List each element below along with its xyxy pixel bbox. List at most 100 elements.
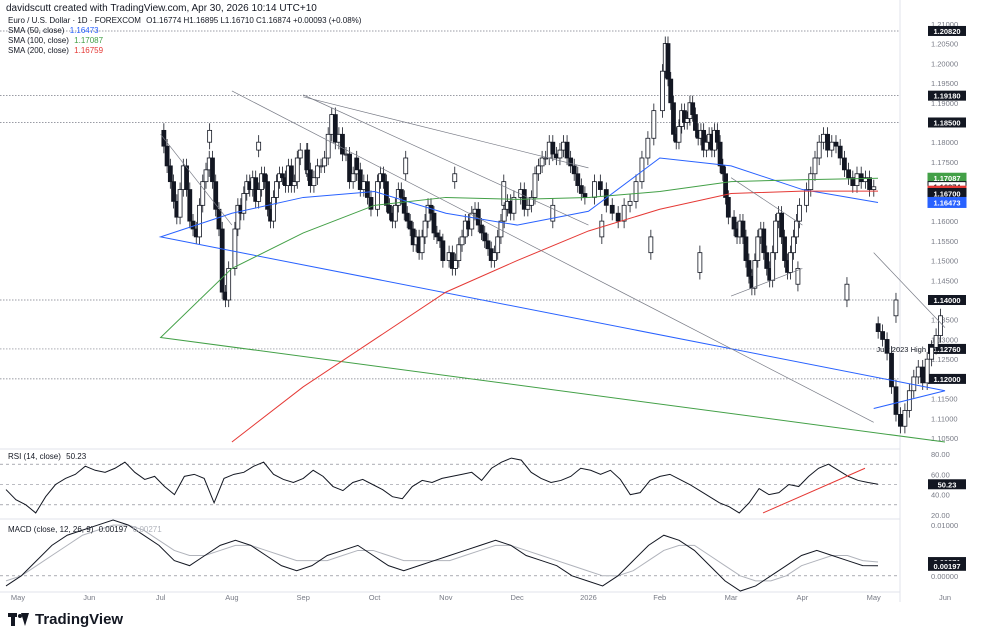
y-tick-label: 1.13000 bbox=[931, 335, 958, 344]
rsi-tick-label: 60.00 bbox=[931, 470, 950, 479]
candle-body bbox=[318, 165, 324, 168]
candle-body bbox=[794, 220, 799, 238]
level-tag-1.14000 bbox=[928, 295, 966, 306]
candle-body bbox=[440, 240, 446, 261]
candle-body bbox=[645, 137, 651, 159]
trendline-3 bbox=[303, 96, 589, 169]
candle-body bbox=[200, 181, 206, 206]
candle-body bbox=[701, 129, 707, 151]
candle-body bbox=[898, 414, 903, 427]
candle-body bbox=[431, 212, 437, 234]
price-tag-label: 1.16700 bbox=[933, 189, 960, 198]
candle-body bbox=[592, 181, 597, 198]
y-tick-label: 1.19500 bbox=[931, 79, 958, 88]
candle-body bbox=[485, 240, 491, 250]
rsi-tick-label: 80.00 bbox=[931, 450, 950, 459]
x-tick-label-may: May bbox=[867, 593, 881, 602]
rsi-value: 50.23 bbox=[66, 452, 87, 461]
macd-legend[interactable]: MACD (close, 12, 26, 9) 0.00197 0.00271 bbox=[8, 525, 162, 535]
candle-body bbox=[536, 165, 541, 175]
candle-body bbox=[381, 173, 386, 183]
candle-body bbox=[532, 173, 538, 198]
rsi-legend[interactable]: RSI (14, close) 50.23 bbox=[8, 452, 86, 462]
sma100-legend[interactable]: SMA (100, close) 1.17087 bbox=[8, 36, 361, 46]
level-tag-label: 1.12000 bbox=[933, 375, 960, 384]
candle-body bbox=[837, 145, 843, 159]
candle-body bbox=[575, 173, 581, 187]
y-tick-label: 1.15500 bbox=[931, 237, 958, 246]
candle-body bbox=[929, 346, 935, 360]
price-tag-label: 1.16473 bbox=[933, 198, 960, 207]
macd-tick-label: 0.00000 bbox=[931, 572, 958, 581]
rsi-label: RSI (14, close) bbox=[8, 452, 61, 461]
sma50-line bbox=[158, 157, 946, 409]
candle-body bbox=[350, 173, 356, 183]
candle-body bbox=[469, 212, 475, 230]
candle-body bbox=[731, 216, 737, 230]
sma50-label: SMA (50, close) bbox=[8, 26, 65, 35]
candle-body bbox=[529, 197, 534, 206]
candle-body bbox=[177, 189, 183, 218]
candle-body bbox=[825, 133, 830, 151]
macd-line bbox=[5, 519, 879, 592]
level-tag-1.12760 bbox=[928, 343, 966, 354]
y-tick-label: 1.13500 bbox=[931, 316, 958, 325]
candle-body bbox=[773, 220, 779, 254]
candle-body bbox=[871, 186, 877, 190]
y-tick-label: 1.17500 bbox=[931, 158, 958, 167]
rsi-value-tag-label: 50.23 bbox=[938, 480, 957, 489]
macd-label: MACD (close, 12, 26, 9) bbox=[8, 525, 94, 534]
level-tag-label: 1.18500 bbox=[933, 118, 960, 127]
x-tick-label-aug: Aug bbox=[225, 593, 238, 602]
candle-body bbox=[271, 197, 276, 222]
rsi-tick-label: 40.00 bbox=[931, 491, 950, 500]
candle-body bbox=[437, 236, 443, 242]
candle-body bbox=[854, 173, 860, 187]
y-tick-label: 1.10500 bbox=[931, 434, 958, 443]
price-tag-label: 1.17087 bbox=[933, 174, 960, 183]
tradingview-logo[interactable]: TradingView bbox=[8, 611, 123, 628]
candle-body bbox=[184, 165, 189, 190]
candle-body bbox=[190, 220, 196, 230]
trendline-5 bbox=[730, 177, 803, 226]
candle-body bbox=[791, 236, 796, 254]
candle-body bbox=[392, 204, 398, 222]
candle-body bbox=[804, 189, 809, 206]
candle-body bbox=[782, 236, 787, 261]
candle-body bbox=[779, 212, 784, 238]
candle-body bbox=[564, 141, 570, 159]
candle-body bbox=[740, 220, 746, 238]
candle-body bbox=[459, 236, 465, 246]
candle-body bbox=[482, 232, 488, 242]
candle-body bbox=[265, 181, 270, 210]
candle-body bbox=[693, 114, 698, 131]
candle-body bbox=[682, 110, 687, 123]
y-tick-label: 1.15000 bbox=[931, 257, 958, 266]
y-tick-label: 1.12500 bbox=[931, 355, 958, 364]
candle-body bbox=[578, 185, 584, 194]
candle-body bbox=[676, 126, 682, 143]
sma200-legend[interactable]: SMA (200, close) 1.16759 bbox=[8, 46, 361, 56]
brand-name: TradingView bbox=[35, 611, 124, 628]
candle-body bbox=[207, 129, 213, 143]
candle-body bbox=[550, 204, 556, 222]
y-tick-label: 1.16000 bbox=[931, 217, 958, 226]
candle-body bbox=[671, 102, 676, 135]
candle-body bbox=[609, 204, 615, 214]
y-tick-label: 1.18000 bbox=[931, 138, 958, 147]
candle-body bbox=[304, 149, 310, 171]
candle-body bbox=[665, 43, 671, 80]
candle-body bbox=[210, 157, 215, 183]
candle-body bbox=[651, 110, 657, 139]
x-tick-label-mar: Mar bbox=[725, 593, 738, 602]
y-tick-label: 1.11500 bbox=[931, 395, 958, 404]
sma50-legend[interactable]: SMA (50, close) 1.16473 bbox=[8, 26, 361, 36]
candle-body bbox=[291, 181, 297, 187]
candle-body bbox=[833, 141, 839, 147]
rsi-tick-label: 20.00 bbox=[931, 511, 950, 520]
symbol-line: Euro / U.S. Dollar · 1D · FOREXCOM O1.16… bbox=[8, 16, 361, 26]
candle-body bbox=[368, 197, 374, 210]
candle-body bbox=[599, 220, 605, 238]
x-tick-label-feb: Feb bbox=[653, 593, 666, 602]
